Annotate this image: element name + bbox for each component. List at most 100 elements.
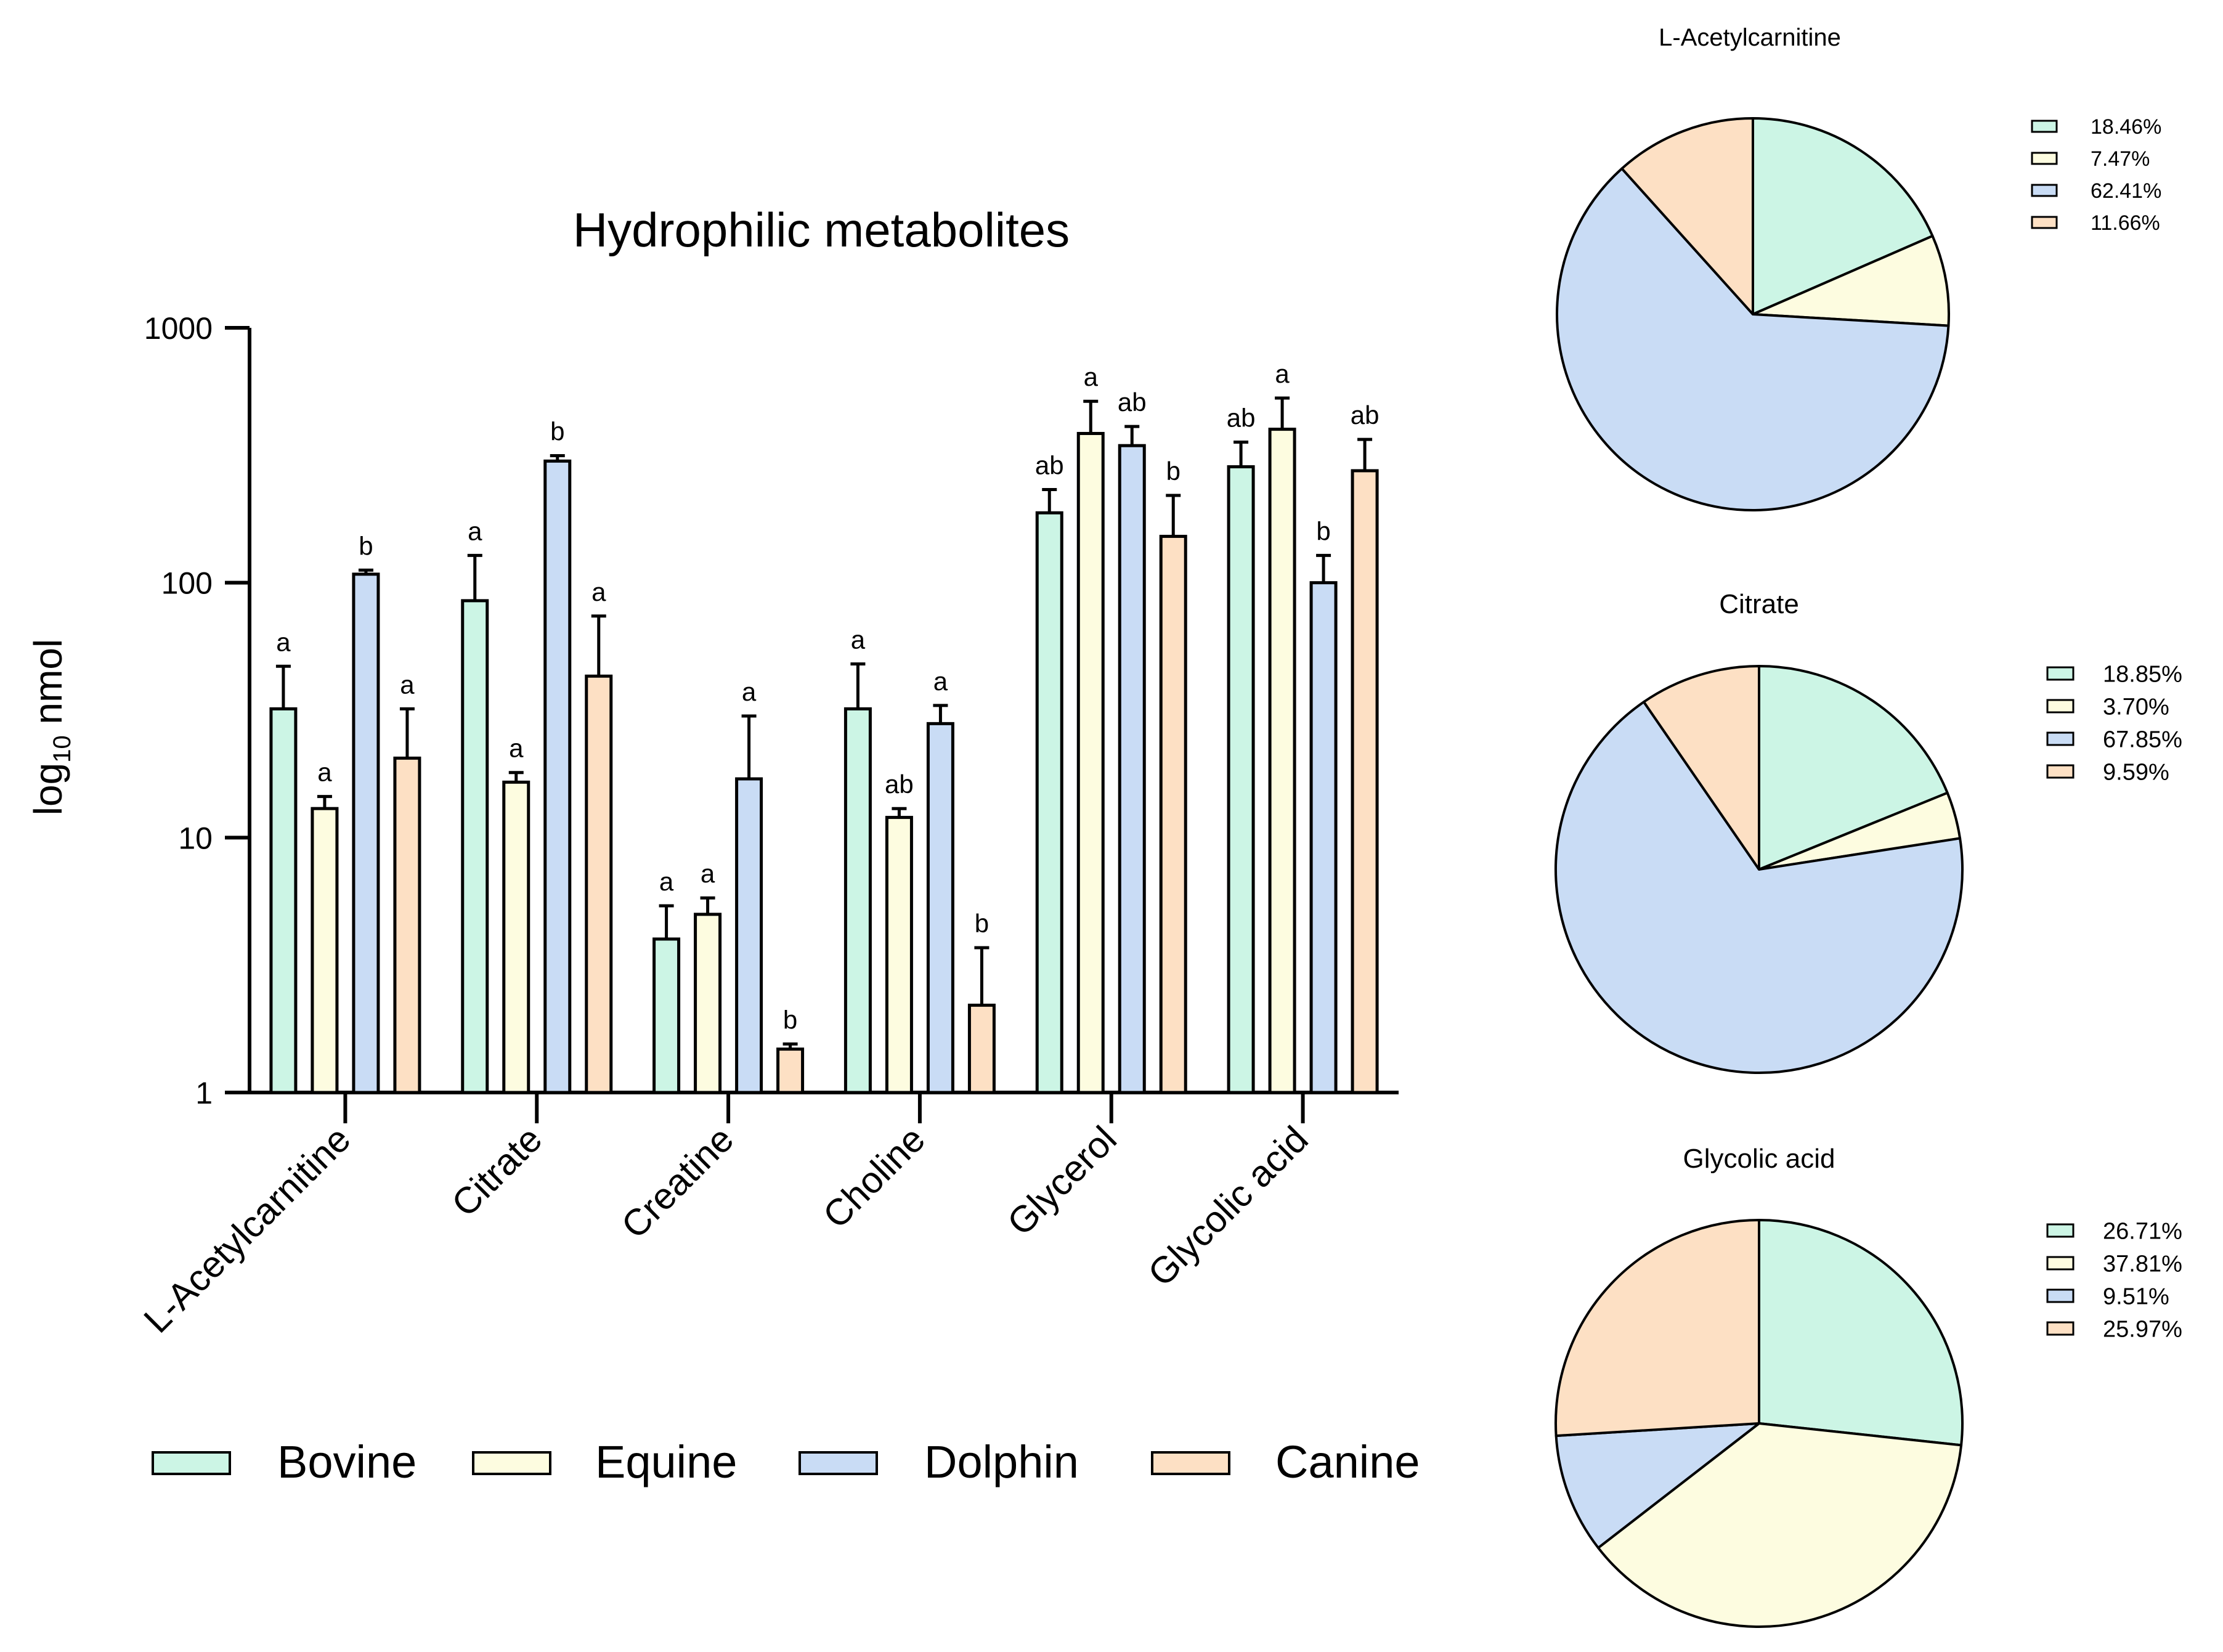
pie-legend-label-glycolic-acid-bovine: 26.71% bbox=[2103, 1219, 2182, 1245]
legend-swatch-dolphin bbox=[799, 1451, 878, 1475]
bar-l-acetylcarnitine-dolphin bbox=[352, 572, 380, 1094]
x-tick-label-creatine: Creatine bbox=[614, 1118, 742, 1247]
legend-item-canine[interactable]: Canine bbox=[1151, 1436, 1420, 1487]
x-tick-labels: L-Acetylcarnitine Citrate Creatine Choline G… bbox=[136, 1118, 1316, 1341]
pie-title-citrate: Citrate bbox=[1719, 589, 1799, 619]
pie-slice-glycolic-acid-bovine bbox=[1758, 1219, 1964, 1447]
bar-legend: Bovine Equine Dolphin Canine bbox=[152, 1436, 1420, 1487]
bar-choline-bovine bbox=[843, 707, 872, 1094]
pie-chart-glycolic-acid: Glycolic acid 26.71% 37.81% 9.51% 25.97% bbox=[1554, 1144, 2182, 1629]
bar-glycolic-acid-bovine bbox=[1227, 465, 1255, 1094]
pie-legend-item-l-acetylcarnitine-canine: 11.66% bbox=[2031, 211, 2160, 235]
bar-creatine-canine bbox=[776, 1048, 805, 1094]
pie-slice-citrate-canine bbox=[1642, 665, 1760, 871]
pie-legend-item-citrate-bovine: 18.85% bbox=[2046, 662, 2182, 688]
bar-glycolic-acid-dolphin bbox=[1309, 581, 1338, 1094]
significance-label-citrate-canine: a bbox=[591, 577, 606, 606]
pie-slice-citrate-bovine bbox=[1758, 665, 1949, 871]
significance-label-creatine-equine: a bbox=[701, 859, 715, 888]
legend-swatch-bovine bbox=[152, 1451, 231, 1475]
pie-legend-swatch-l-acetylcarnitine-canine bbox=[2031, 216, 2058, 229]
significance-label-glycolic-acid-dolphin: b bbox=[1316, 516, 1330, 545]
bar-glycerol-canine bbox=[1159, 534, 1187, 1094]
pie-legend-swatch-l-acetylcarnitine-bovine bbox=[2031, 120, 2058, 133]
pie-chart-citrate: Citrate 18.85% 3.70% 67.85% 9.59% bbox=[1554, 589, 2182, 1074]
bar-citrate-bovine bbox=[461, 599, 489, 1094]
pie-legend-swatch-glycolic-acid-equine bbox=[2046, 1256, 2075, 1271]
pie-legend-swatch-citrate-equine bbox=[2046, 699, 2075, 714]
bar-glycolic-acid-equine bbox=[1268, 428, 1296, 1094]
y-axis-label-subscript: 10 bbox=[49, 735, 76, 763]
pie-legend-item-citrate-canine: 9.59% bbox=[2046, 760, 2169, 786]
significance-label-choline-bovine: a bbox=[851, 625, 866, 654]
bar-creatine-dolphin bbox=[735, 777, 763, 1094]
pie-title-l-acetylcarnitine: L-Acetylcarnitine bbox=[1659, 24, 1841, 51]
pie-legend-label-l-acetylcarnitine-canine: 11.66% bbox=[2091, 211, 2160, 235]
bar-glycerol-equine bbox=[1076, 431, 1105, 1094]
pie-legend-label-citrate-bovine: 18.85% bbox=[2103, 662, 2182, 688]
pie-legend-swatch-citrate-canine bbox=[2046, 764, 2075, 779]
significance-label-choline-equine: ab bbox=[885, 770, 914, 799]
legend-item-equine[interactable]: Equine bbox=[472, 1436, 737, 1487]
pie-slice-citrate-dolphin bbox=[1554, 701, 1964, 1074]
pie-legend-label-citrate-dolphin: 67.85% bbox=[2103, 727, 2182, 753]
significance-label-citrate-equine: a bbox=[509, 734, 524, 763]
pie-legend-swatch-citrate-dolphin bbox=[2046, 731, 2075, 746]
significance-label-choline-canine: b bbox=[975, 909, 989, 938]
pie-legend-label-glycolic-acid-dolphin: 9.51% bbox=[2103, 1284, 2169, 1310]
pie-legend-glycolic-acid: 26.71% 37.81% 9.51% 25.97% bbox=[2046, 1219, 2182, 1343]
significance-label-citrate-dolphin: b bbox=[550, 417, 564, 446]
significance-label-creatine-dolphin: a bbox=[742, 677, 757, 706]
x-tick-label-glycerol: Glycerol bbox=[999, 1118, 1124, 1243]
pie-legend-item-l-acetylcarnitine-equine: 7.47% bbox=[2031, 147, 2150, 171]
pie-legend-swatch-l-acetylcarnitine-dolphin bbox=[2031, 184, 2058, 197]
pie-title-glycolic-acid: Glycolic acid bbox=[1683, 1144, 1835, 1174]
pie-legend-swatch-glycolic-acid-dolphin bbox=[2046, 1288, 2075, 1303]
pie-slice-l-acetylcarnitine-bovine bbox=[1752, 117, 1934, 315]
pie-legend-label-l-acetylcarnitine-dolphin: 62.41% bbox=[2091, 179, 2161, 203]
y-axis-label-rest: nmol bbox=[26, 639, 70, 736]
y-axis-label-main: log bbox=[26, 763, 70, 815]
significance-label-citrate-bovine: a bbox=[468, 516, 482, 545]
bar-l-acetylcarnitine-canine bbox=[393, 756, 421, 1094]
pie-legend-swatch-l-acetylcarnitine-equine bbox=[2031, 152, 2058, 165]
x-tick-label-glycolic-acid: Glycolic acid bbox=[1140, 1118, 1316, 1295]
significance-label-creatine-canine: b bbox=[783, 1005, 797, 1034]
bar-citrate-dolphin bbox=[543, 459, 572, 1094]
pie-legend-item-glycolic-acid-canine: 25.97% bbox=[2046, 1317, 2182, 1343]
pie-legend-swatch-citrate-bovine bbox=[2046, 666, 2075, 681]
legend-label-bovine: Bovine bbox=[277, 1436, 417, 1487]
significance-label-choline-dolphin: a bbox=[933, 667, 948, 696]
bar-choline-dolphin bbox=[926, 722, 954, 1094]
significance-label-glycolic-acid-canine: ab bbox=[1351, 401, 1380, 429]
significance-label-glycolic-acid-bovine: ab bbox=[1227, 404, 1256, 433]
significance-label-glycerol-canine: b bbox=[1166, 457, 1181, 486]
significance-label-glycerol-bovine: ab bbox=[1035, 450, 1064, 479]
pie-legend-label-glycolic-acid-canine: 25.97% bbox=[2103, 1317, 2182, 1343]
significance-label-l-acetylcarnitine-equine: a bbox=[317, 758, 332, 787]
pie-legend-label-citrate-canine: 9.59% bbox=[2103, 760, 2169, 786]
bar-glycerol-bovine bbox=[1035, 511, 1063, 1094]
y-tick-label-100: 100 bbox=[161, 566, 213, 601]
pie-legend-swatch-glycolic-acid-bovine bbox=[2046, 1223, 2075, 1238]
pie-slice-glycolic-acid-canine bbox=[1554, 1219, 1760, 1438]
y-tick-label-10: 10 bbox=[178, 821, 213, 855]
x-tick-label-citrate: Citrate bbox=[444, 1118, 550, 1224]
legend-label-equine: Equine bbox=[595, 1436, 737, 1487]
pie-slices-glycolic-acid bbox=[1554, 1219, 1964, 1629]
legend-item-bovine[interactable]: Bovine bbox=[152, 1436, 417, 1487]
pie-legend-label-glycolic-acid-equine: 37.81% bbox=[2103, 1251, 2182, 1277]
bar-creatine-bovine bbox=[652, 937, 681, 1094]
bar-glycerol-dolphin bbox=[1118, 444, 1146, 1094]
x-tick-label-l-acetylcarnitine: L-Acetylcarnitine bbox=[136, 1118, 359, 1341]
significance-label-l-acetylcarnitine-canine: a bbox=[400, 670, 415, 699]
significance-label-glycolic-acid-equine: a bbox=[1275, 359, 1290, 388]
legend-item-dolphin[interactable]: Dolphin bbox=[799, 1436, 1079, 1487]
pie-legend-item-glycolic-acid-bovine: 26.71% bbox=[2046, 1219, 2182, 1245]
x-tick-label-choline: Choline bbox=[815, 1118, 933, 1236]
pie-legend-citrate: 18.85% 3.70% 67.85% 9.59% bbox=[2046, 662, 2182, 786]
pie-legend-label-l-acetylcarnitine-equine: 7.47% bbox=[2091, 147, 2150, 171]
legend-label-dolphin: Dolphin bbox=[924, 1436, 1079, 1487]
pie-legend-item-citrate-equine: 3.70% bbox=[2046, 694, 2169, 720]
